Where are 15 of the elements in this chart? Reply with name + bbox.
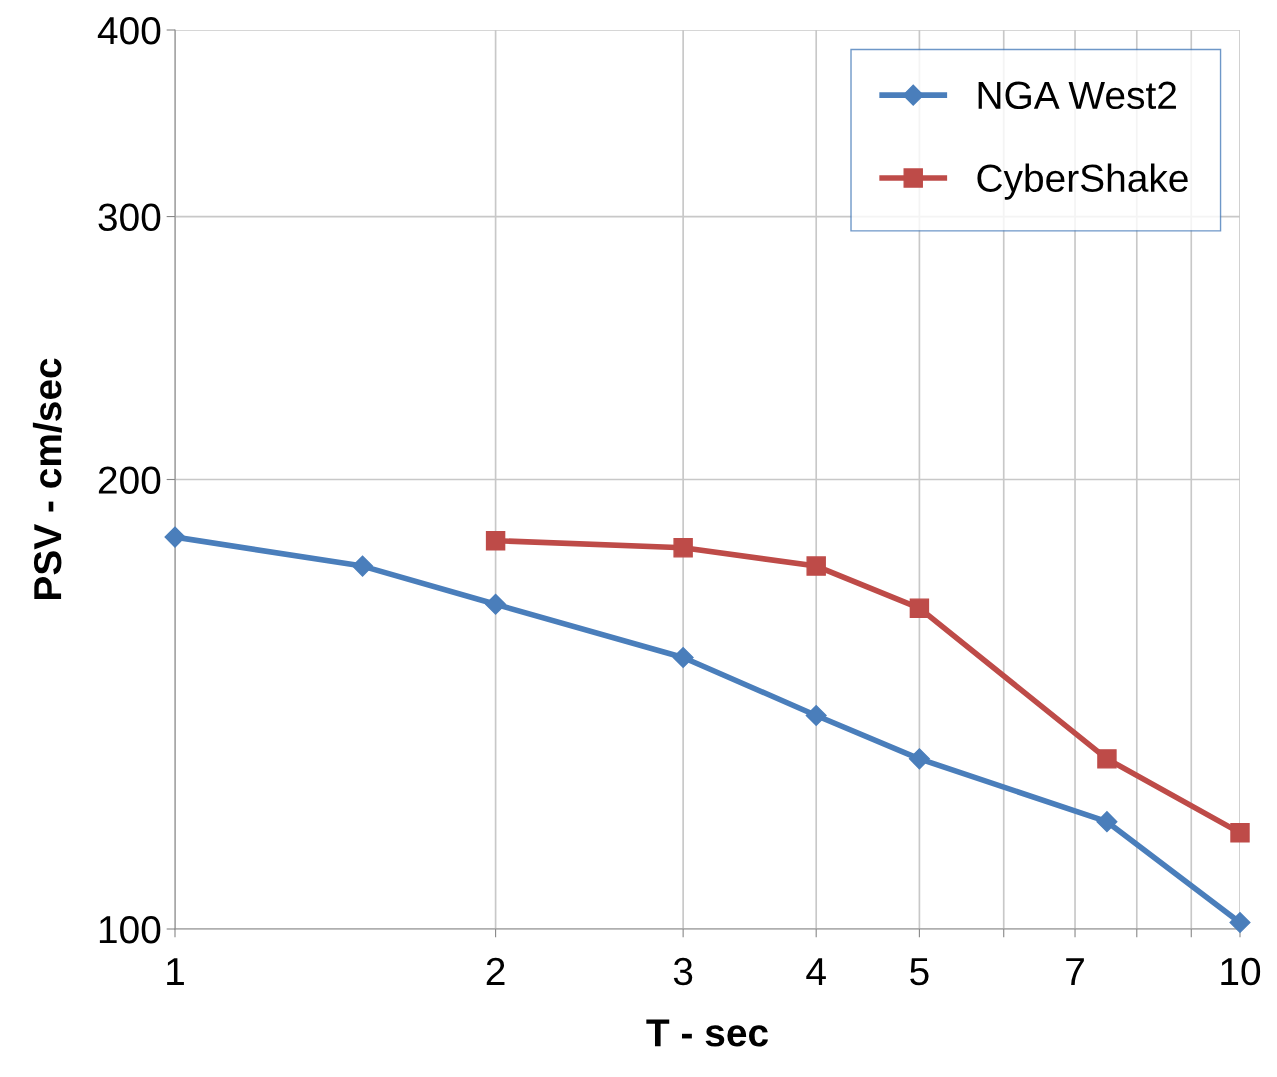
legend-label: NGA West2 bbox=[978, 81, 1176, 110]
x-axis-title: T - sec bbox=[646, 1019, 768, 1047]
x-tick-label: 1 bbox=[167, 958, 184, 985]
x-tick-label: 10 bbox=[1221, 957, 1261, 986]
x-tick-label: 3 bbox=[673, 957, 693, 986]
y-tick-label: 200 bbox=[98, 466, 161, 494]
legend-label: CyberShake bbox=[977, 163, 1188, 200]
x-tick-label: 7 bbox=[1066, 958, 1084, 985]
y-axis-title: PSV - cm/sec bbox=[32, 358, 62, 600]
x-tick-label: 2 bbox=[486, 957, 505, 985]
x-tick-label: 4 bbox=[806, 958, 826, 985]
y-tick-label: 400 bbox=[97, 16, 161, 45]
y-tick-label: 300 bbox=[98, 203, 161, 232]
y-tick-label: 100 bbox=[99, 915, 161, 944]
x-tick-label: 5 bbox=[910, 958, 929, 986]
